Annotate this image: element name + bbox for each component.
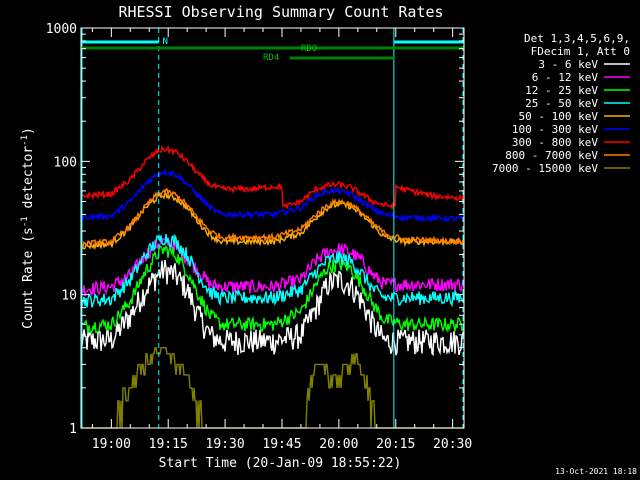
- legend-entry-label: 50 - 100 keV: [519, 110, 599, 123]
- legend-entry-label: 12 - 25 keV: [525, 84, 598, 97]
- legend-entry-label: 100 - 300 keV: [512, 123, 598, 136]
- legend-header: FDecim 1, Att 0: [531, 45, 630, 58]
- y-tick-label: 100: [54, 155, 77, 170]
- date-stamp: 13-Oct-2021 18:18: [555, 467, 637, 476]
- annotation-layer: N RDO RD4: [81, 28, 464, 428]
- x-tick-label: 20:00: [319, 437, 358, 452]
- legend-header: Det 1,3,4,5,6,9,: [524, 32, 630, 45]
- series-line: [80, 245, 465, 334]
- x-axis-label: Start Time (20-Jan-09 18:55:22): [159, 456, 402, 471]
- attenuator-label: N: [163, 37, 168, 47]
- x-tick-label: 20:15: [376, 437, 415, 452]
- x-tick-label: 20:30: [433, 437, 472, 452]
- x-tick-label: 19:15: [149, 437, 188, 452]
- y-axis-label-sup2: -1: [20, 135, 30, 146]
- plot-frame: [80, 27, 465, 429]
- rd-label: RDO: [301, 44, 317, 54]
- series-layer: [80, 144, 465, 429]
- x-tick-label: 19:45: [262, 437, 301, 452]
- legend-entry-label: 6 - 12 keV: [532, 71, 599, 84]
- legend: Det 1,3,4,5,6,9,FDecim 1, Att 03 - 6 keV…: [492, 32, 630, 175]
- series-line: [80, 260, 465, 357]
- legend-entry-label: 800 - 7000 keV: [505, 149, 598, 162]
- chart-title: RHESSI Observing Summary Count Rates: [118, 3, 443, 21]
- series-line: [80, 234, 465, 297]
- y-axis-label-mid: detector: [21, 146, 36, 217]
- legend-entry-label: 25 - 50 keV: [525, 97, 598, 110]
- legend-entry-label: 7000 - 15000 keV: [492, 162, 598, 175]
- rd-label: RD4: [263, 53, 279, 63]
- y-axis-label-main: Count Rate (s: [21, 227, 36, 329]
- y-tick-label: 1: [69, 422, 77, 437]
- series-line: [80, 191, 465, 251]
- y-axis-label-sup1: -1: [20, 216, 30, 227]
- legend-entry-label: 3 - 6 keV: [538, 58, 598, 71]
- y-tick-label: 10: [61, 289, 77, 304]
- x-tick-label: 19:00: [92, 437, 131, 452]
- y-tick-label: 1000: [46, 22, 77, 37]
- y-axis-label-end: ): [21, 127, 36, 135]
- legend-entry-label: 300 - 800 keV: [512, 136, 598, 149]
- series-line: [81, 347, 464, 429]
- series-line: [80, 233, 465, 308]
- series-line: [80, 188, 465, 249]
- series-line: [80, 144, 465, 209]
- x-tick-label: 19:30: [206, 437, 245, 452]
- y-axis-label: Count Rate (s-1 detector-1): [20, 127, 36, 329]
- series-line: [80, 169, 465, 224]
- axes-layer: 1 10 100 1000 19:00 19:15 19:30 19:45 20:00 20:15…: [46, 22, 473, 452]
